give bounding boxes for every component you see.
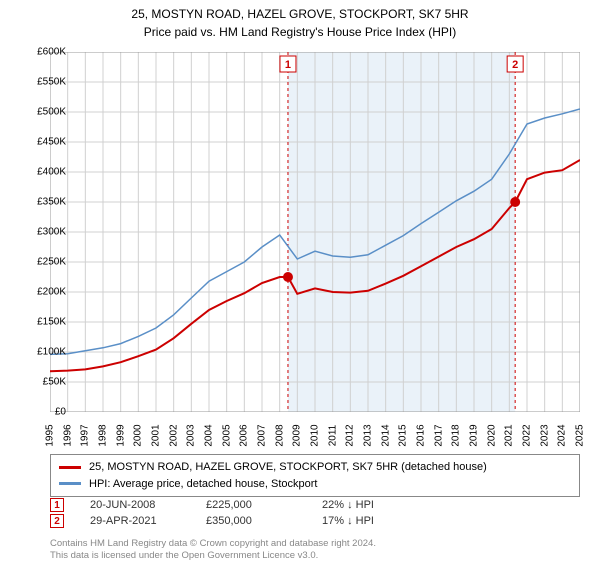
x-tick-label: 1998 bbox=[98, 424, 109, 446]
x-tick-label: 1995 bbox=[45, 424, 56, 446]
y-tick-label: £350K bbox=[37, 197, 66, 208]
transaction-marker: 2 bbox=[50, 514, 64, 528]
x-tick-label: 2022 bbox=[522, 424, 533, 446]
chart-area: 12 bbox=[50, 52, 580, 412]
x-tick-label: 2018 bbox=[451, 424, 462, 446]
legend-label: HPI: Average price, detached house, Stoc… bbox=[89, 476, 318, 493]
transaction-marker: 1 bbox=[50, 498, 64, 512]
x-tick-label: 2008 bbox=[274, 424, 285, 446]
y-tick-label: £150K bbox=[37, 317, 66, 328]
x-tick-label: 2020 bbox=[486, 424, 497, 446]
transaction-price: £350,000 bbox=[206, 515, 296, 527]
x-tick-label: 2015 bbox=[398, 424, 409, 446]
x-tick-label: 2025 bbox=[575, 424, 586, 446]
y-tick-label: £550K bbox=[37, 77, 66, 88]
x-tick-label: 2005 bbox=[221, 424, 232, 446]
y-tick-label: £300K bbox=[37, 227, 66, 238]
legend-item: 25, MOSTYN ROAD, HAZEL GROVE, STOCKPORT,… bbox=[59, 459, 571, 476]
x-tick-label: 2024 bbox=[557, 424, 568, 446]
footnote: Contains HM Land Registry data © Crown c… bbox=[50, 538, 376, 563]
transaction-row: 1 20-JUN-2008 £225,000 22% ↓ HPI bbox=[50, 498, 412, 512]
chart-container: 25, MOSTYN ROAD, HAZEL GROVE, STOCKPORT,… bbox=[0, 6, 600, 566]
x-tick-label: 1999 bbox=[115, 424, 126, 446]
x-tick-label: 2014 bbox=[380, 424, 391, 446]
y-tick-label: £600K bbox=[37, 47, 66, 58]
transaction-price: £225,000 bbox=[206, 499, 296, 511]
legend-item: HPI: Average price, detached house, Stoc… bbox=[59, 476, 571, 493]
x-tick-label: 1996 bbox=[62, 424, 73, 446]
x-tick-label: 2016 bbox=[416, 424, 427, 446]
svg-text:1: 1 bbox=[285, 59, 291, 71]
y-tick-label: £100K bbox=[37, 347, 66, 358]
chart-plot: 12 bbox=[50, 52, 580, 412]
transaction-date: 20-JUN-2008 bbox=[90, 499, 180, 511]
x-tick-label: 2009 bbox=[292, 424, 303, 446]
chart-title: 25, MOSTYN ROAD, HAZEL GROVE, STOCKPORT,… bbox=[0, 6, 600, 23]
x-tick-label: 2010 bbox=[310, 424, 321, 446]
transaction-delta: 22% ↓ HPI bbox=[322, 499, 412, 511]
x-tick-label: 2011 bbox=[327, 425, 338, 447]
x-tick-label: 2003 bbox=[186, 424, 197, 446]
x-tick-label: 1997 bbox=[80, 424, 91, 446]
footnote-line: Contains HM Land Registry data © Crown c… bbox=[50, 538, 376, 549]
y-tick-label: £400K bbox=[37, 167, 66, 178]
transaction-delta: 17% ↓ HPI bbox=[322, 515, 412, 527]
legend-swatch bbox=[59, 482, 81, 485]
x-tick-label: 2023 bbox=[539, 424, 550, 446]
x-tick-label: 2000 bbox=[133, 424, 144, 446]
y-tick-label: £450K bbox=[37, 137, 66, 148]
y-tick-label: £200K bbox=[37, 287, 66, 298]
svg-text:2: 2 bbox=[512, 59, 518, 71]
transaction-date: 29-APR-2021 bbox=[90, 515, 180, 527]
legend-label: 25, MOSTYN ROAD, HAZEL GROVE, STOCKPORT,… bbox=[89, 459, 487, 476]
legend: 25, MOSTYN ROAD, HAZEL GROVE, STOCKPORT,… bbox=[50, 454, 580, 497]
y-tick-label: £50K bbox=[43, 377, 66, 388]
transaction-table: 1 20-JUN-2008 £225,000 22% ↓ HPI 2 29-AP… bbox=[50, 498, 412, 530]
x-tick-label: 2001 bbox=[151, 424, 162, 446]
y-tick-label: £500K bbox=[37, 107, 66, 118]
x-tick-label: 2002 bbox=[168, 424, 179, 446]
x-tick-label: 2004 bbox=[204, 424, 215, 446]
x-tick-label: 2007 bbox=[257, 424, 268, 446]
x-tick-label: 2012 bbox=[345, 424, 356, 446]
x-tick-label: 2017 bbox=[433, 424, 444, 446]
chart-subtitle: Price paid vs. HM Land Registry's House … bbox=[0, 25, 600, 39]
y-tick-label: £0 bbox=[55, 407, 66, 418]
x-tick-label: 2021 bbox=[504, 424, 515, 446]
x-tick-label: 2019 bbox=[469, 424, 480, 446]
transaction-row: 2 29-APR-2021 £350,000 17% ↓ HPI bbox=[50, 514, 412, 528]
x-tick-label: 2013 bbox=[363, 424, 374, 446]
x-tick-label: 2006 bbox=[239, 424, 250, 446]
legend-swatch bbox=[59, 466, 81, 469]
y-tick-label: £250K bbox=[37, 257, 66, 268]
